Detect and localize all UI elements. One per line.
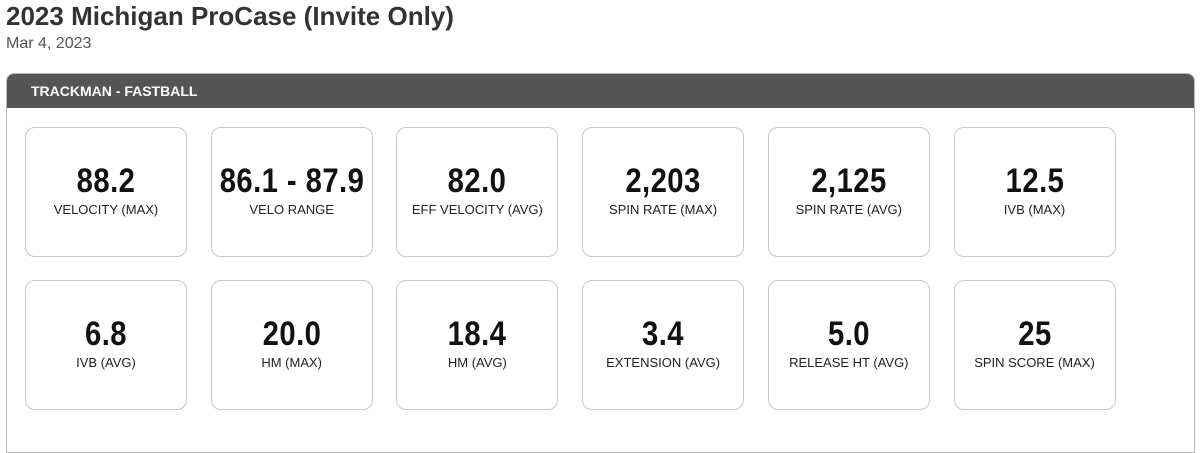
stat-label: HM (AVG): [447, 355, 507, 370]
stat-label: EXTENSION (AVG): [606, 355, 721, 370]
stat-value: 6.8: [85, 315, 127, 353]
stat-value: 5.0: [827, 315, 870, 353]
stat-label: RELEASE HT (AVG): [789, 355, 909, 370]
stat-label: HM (MAX): [261, 355, 323, 370]
stat-card: 2,203 SPIN RATE (MAX): [582, 127, 745, 257]
stat-value: 82.0: [448, 162, 507, 200]
stat-label: SPIN RATE (AVG): [795, 202, 902, 217]
page-title: 2023 Michigan ProCase (Invite Only): [6, 1, 454, 31]
stat-value: 20.0: [262, 315, 322, 353]
stat-card: 2,125 SPIN RATE (AVG): [767, 127, 930, 257]
stat-value: 3.4: [642, 315, 685, 353]
stat-value: 2,203: [625, 162, 701, 200]
panel-body: 88.2 VELOCITY (MAX) 86.1 - 87.9 VELO RANGE 8…: [7, 108, 1194, 452]
stat-card: 88.2 VELOCITY (MAX): [25, 127, 187, 257]
stat-value: 18.4: [448, 315, 507, 353]
stat-value: 25: [1017, 315, 1052, 353]
stat-label: VELO RANGE: [249, 202, 334, 217]
stat-label: EFF VELOCITY (AVG): [411, 202, 543, 217]
panel-title: TRACKMAN - FASTBALL: [7, 74, 1194, 108]
stat-label: VELOCITY (MAX): [53, 202, 159, 217]
stat-card: 20.0 HM (MAX): [210, 280, 373, 410]
stat-label: IVB (MAX): [1003, 202, 1066, 217]
event-date: Mar 4, 2023: [6, 35, 92, 52]
stat-card: 5.0 RELEASE HT (AVG): [767, 280, 930, 410]
stat-value: 86.1 - 87.9: [219, 162, 364, 200]
stat-value: 12.5: [1005, 162, 1064, 200]
stat-card: 18.4 HM (AVG): [396, 280, 559, 410]
stat-label: IVB (AVG): [76, 355, 136, 370]
stat-card: 82.0 EFF VELOCITY (AVG): [396, 127, 559, 257]
stat-value: 2,125: [811, 162, 887, 200]
stat-label: SPIN RATE (MAX): [609, 202, 718, 217]
page: {"header": {"title": "2023 Michigan ProC…: [6, 1, 1195, 453]
stat-label: SPIN SCORE (MAX): [974, 355, 1095, 370]
stats-panel: TRACKMAN - FASTBALL 88.2 VELOCITY (MAX) 86…: [6, 73, 1195, 453]
stat-card: 86.1 - 87.9 VELO RANGE: [210, 127, 373, 257]
stat-value: 88.2: [76, 162, 136, 200]
stat-card: 12.5 IVB (MAX): [953, 127, 1116, 257]
stat-card: 6.8 IVB (AVG): [25, 280, 187, 410]
stat-card: 3.4 EXTENSION (AVG): [582, 280, 745, 410]
stat-card: 25 SPIN SCORE (MAX): [953, 280, 1116, 410]
